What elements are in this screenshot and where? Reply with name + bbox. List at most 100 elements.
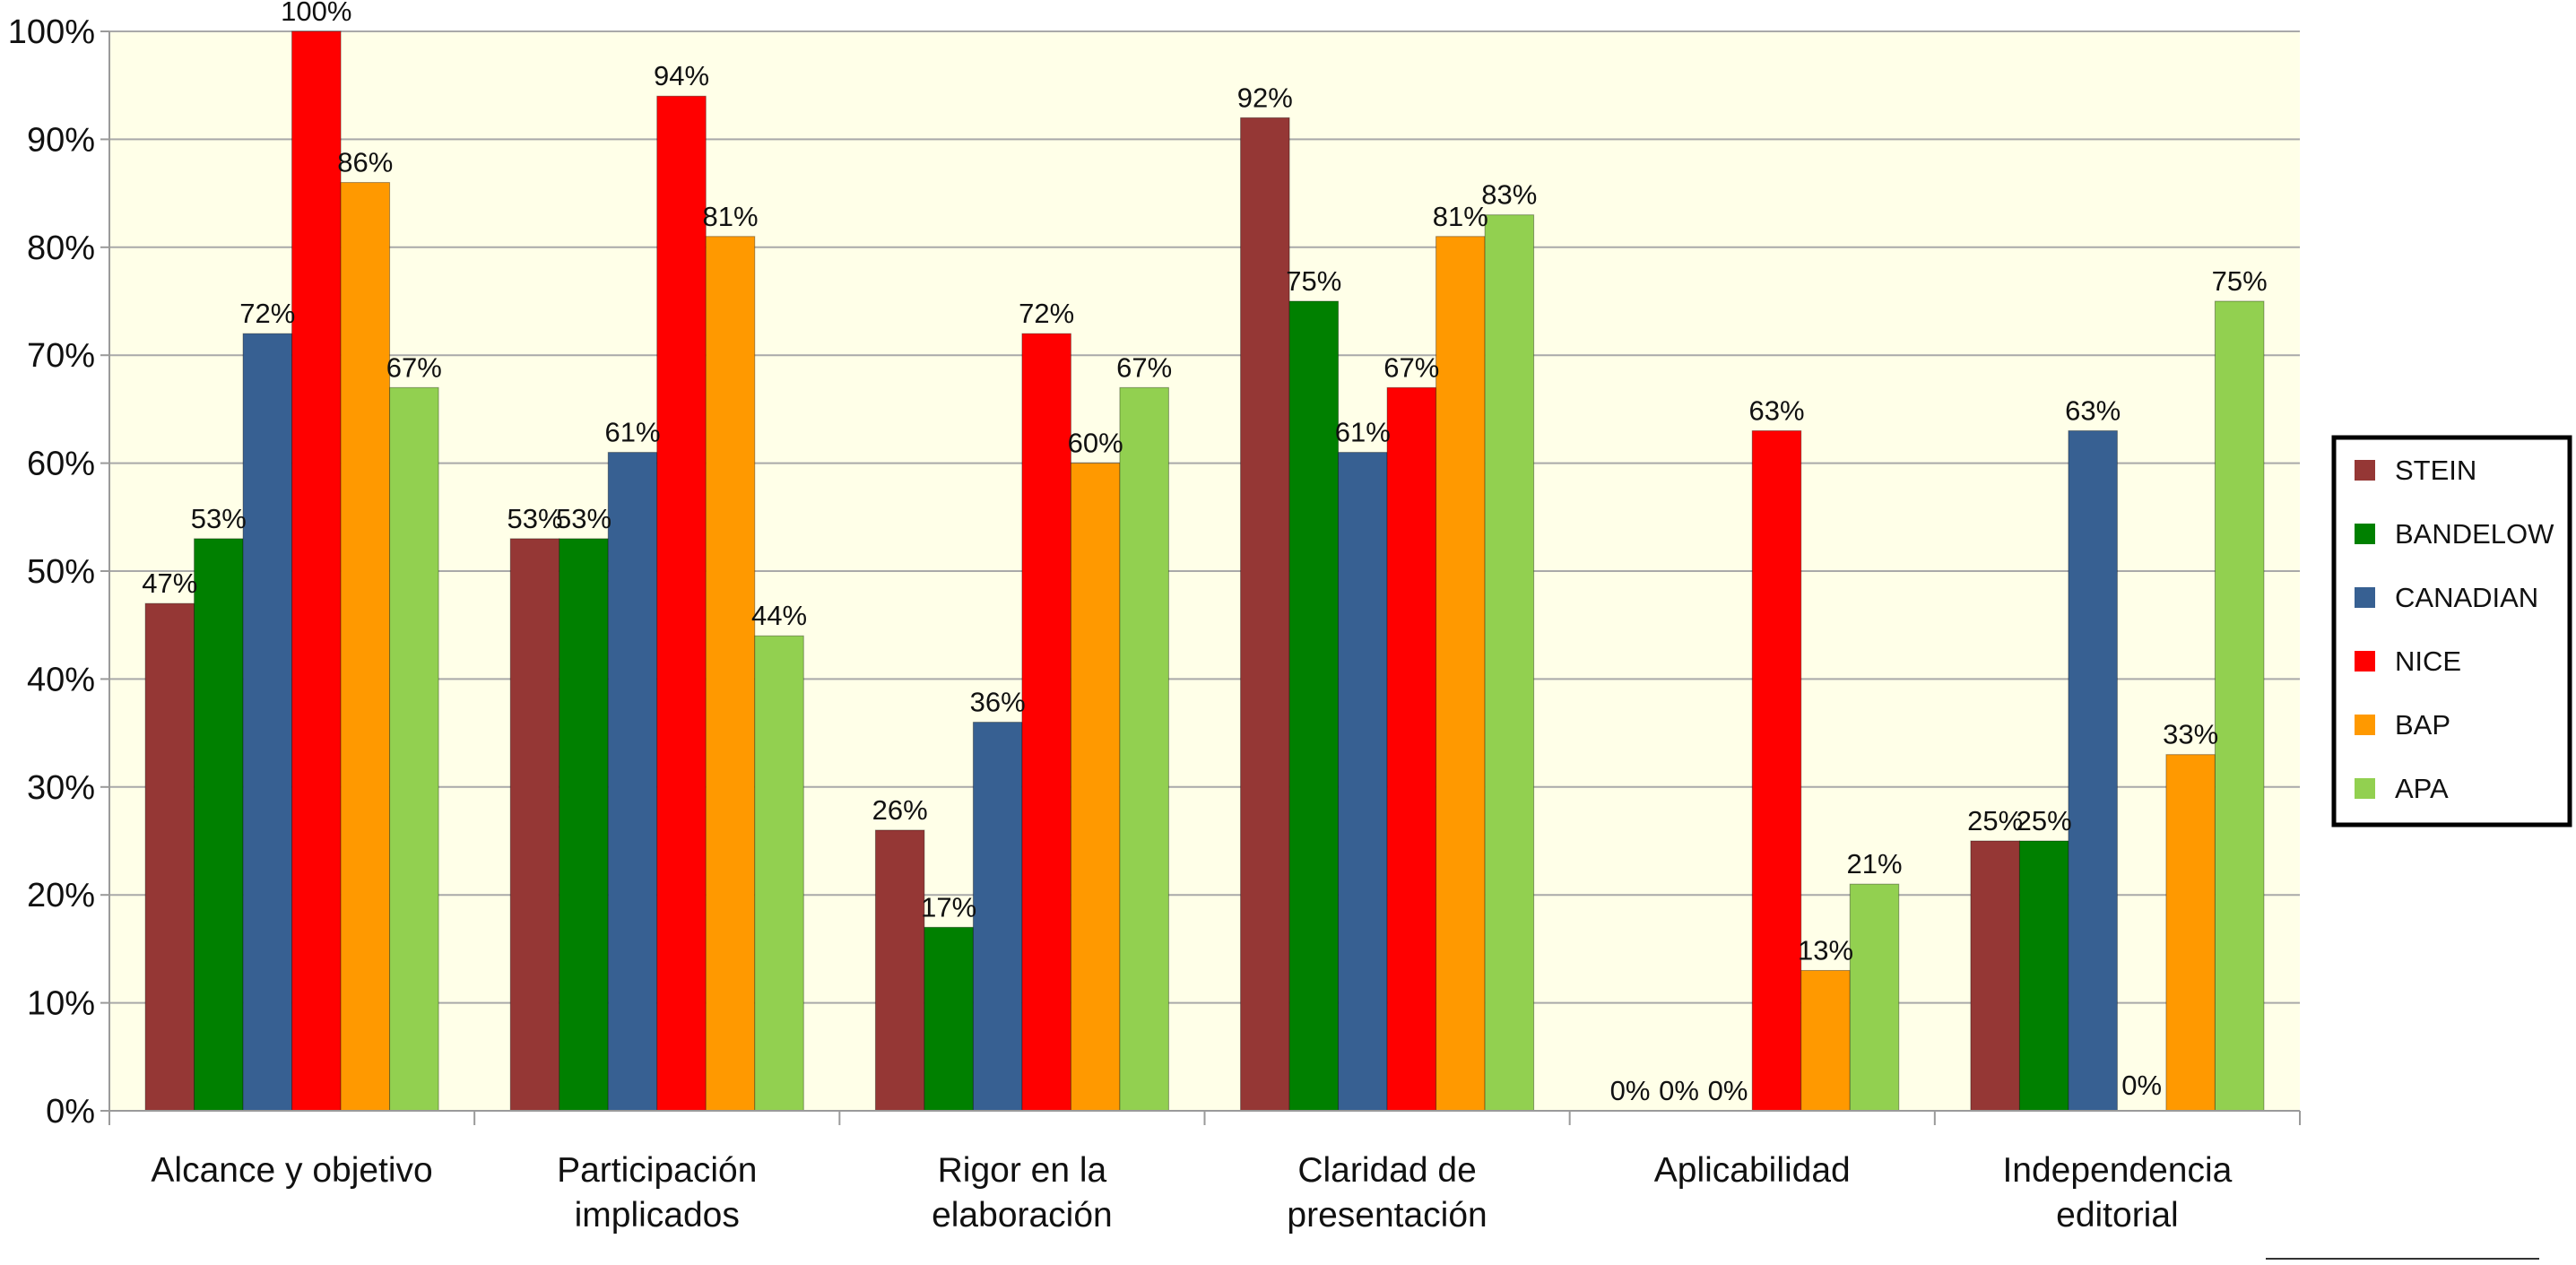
y-tick-label: 40%: [27, 661, 95, 698]
y-tick-label: 50%: [27, 553, 95, 591]
data-label: 44%: [751, 600, 807, 631]
bar-stein-5: [1970, 840, 2020, 1112]
data-label: 61%: [604, 417, 660, 448]
data-label: 0%: [1708, 1075, 1748, 1106]
y-tick-label: 30%: [27, 769, 95, 807]
bar-apa-4: [1849, 883, 1900, 1112]
y-tick-label: 60%: [27, 446, 95, 483]
y-tick-label: 20%: [27, 877, 95, 914]
legend-swatch-nice: [2355, 651, 2375, 671]
x-category-label: implicados: [575, 1196, 740, 1235]
bar-bandelow-5: [2018, 840, 2069, 1112]
axes: [100, 30, 2301, 1125]
data-label: 0%: [2121, 1070, 2162, 1101]
data-label: 67%: [1116, 351, 1172, 383]
data-label: 25%: [2017, 805, 2072, 836]
x-category-label: Aplicabilidad: [1654, 1151, 1851, 1190]
data-label: 0%: [1610, 1075, 1651, 1106]
y-tick-label: 10%: [27, 985, 95, 1023]
legend-box: [2331, 435, 2572, 827]
legend-label-bandelow: BANDELOW: [2395, 518, 2554, 550]
bar-bandelow-1: [559, 538, 609, 1112]
data-label: 72%: [1019, 298, 1074, 329]
legend-label-nice: NICE: [2395, 645, 2461, 677]
data-label: 75%: [2212, 265, 2268, 297]
bar-apa-1: [754, 635, 804, 1112]
y-tick-label: 100%: [8, 13, 95, 51]
data-label: 63%: [2065, 394, 2121, 426]
data-label: 81%: [702, 201, 758, 232]
data-label: 83%: [1481, 179, 1537, 211]
bar-apa-2: [1119, 386, 1169, 1112]
legend-label-bap: BAP: [2395, 709, 2450, 741]
data-label: 63%: [1748, 394, 1804, 426]
data-label: 25%: [1967, 805, 2023, 836]
data-label: 81%: [1433, 201, 1488, 232]
data-label: 86%: [337, 147, 393, 178]
bar-apa-0: [389, 386, 439, 1112]
y-tick-label: 90%: [27, 121, 95, 159]
data-label: 17%: [921, 891, 976, 923]
x-category-label: Alcance y objetivo: [151, 1151, 432, 1190]
x-category-label: Independencia: [2002, 1151, 2232, 1190]
data-label: 21%: [1846, 848, 1902, 879]
x-category-label: Rigor en la: [938, 1151, 1107, 1190]
x-category-label: Participación: [557, 1151, 757, 1190]
bar-apa-5: [2214, 300, 2265, 1112]
legend-label-stein: STEIN: [2395, 455, 2476, 486]
bar-canadian-2: [972, 722, 1023, 1112]
data-label: 72%: [239, 298, 295, 329]
data-label: 53%: [191, 503, 247, 534]
bar-stein-2: [874, 829, 925, 1112]
bar-bap-1: [705, 236, 756, 1112]
bar-nice-4: [1751, 429, 1802, 1112]
data-label: 53%: [556, 503, 611, 534]
y-axis-ticks: 0% 10% 20% 30% 40% 50% 60% 70% 80% 90% 100%: [8, 13, 95, 1131]
data-label: 61%: [1335, 417, 1391, 448]
data-label: 33%: [2163, 719, 2218, 750]
bar-nice-0: [291, 30, 342, 1112]
gridlines: [109, 30, 2300, 1004]
data-label: 94%: [654, 60, 709, 91]
legend-swatch-canadian: [2355, 587, 2375, 608]
legend-swatch-bandelow: [2355, 524, 2375, 544]
bar-nice-3: [1386, 386, 1437, 1112]
bar-bap-5: [2165, 754, 2216, 1112]
legend-swatch-bap: [2355, 715, 2375, 735]
data-label: 67%: [1383, 351, 1439, 383]
data-label: 100%: [281, 0, 351, 27]
bar-bap-4: [1800, 969, 1851, 1112]
data-label: 92%: [1237, 82, 1293, 113]
bar-canadian-0: [242, 333, 293, 1112]
bar-bap-0: [340, 182, 391, 1112]
bar-nice-2: [1021, 333, 1071, 1112]
data-labels: 47%53%72%100%86%67%53%53%61%94%81%44%26%…: [142, 0, 2267, 1106]
data-label: 60%: [1068, 428, 1123, 459]
data-label: 53%: [507, 503, 562, 534]
data-label: 36%: [970, 687, 1026, 718]
bar-bap-2: [1070, 463, 1121, 1112]
legend: STEIN BANDELOW CANADIAN NICE BAP APA: [2331, 435, 2572, 827]
x-category-label: elaboración: [932, 1196, 1113, 1235]
y-tick-label: 80%: [27, 230, 95, 267]
bar-stein-1: [509, 538, 560, 1112]
bar-stein-3: [1240, 117, 1290, 1112]
data-label: 13%: [1798, 934, 1853, 966]
bars: [144, 30, 2265, 1112]
bar-nice-1: [656, 95, 707, 1112]
data-label: 26%: [872, 794, 928, 826]
y-tick-label: 70%: [27, 337, 95, 375]
data-label: 67%: [386, 351, 442, 383]
bar-canadian-5: [2068, 429, 2118, 1112]
bar-bandelow-0: [194, 538, 244, 1112]
data-label: 47%: [142, 568, 197, 599]
bar-bandelow-3: [1288, 300, 1340, 1112]
x-category-label: editorial: [2056, 1196, 2179, 1235]
x-axis-labels: Alcance y objetivo Participación implicado…: [151, 1151, 2232, 1235]
bar-canadian-3: [1338, 452, 1388, 1112]
legend-label-apa: APA: [2395, 773, 2449, 804]
x-category-label: Claridad de: [1297, 1151, 1476, 1190]
data-label: 75%: [1286, 265, 1341, 297]
y-tick-label: 0%: [46, 1093, 95, 1131]
